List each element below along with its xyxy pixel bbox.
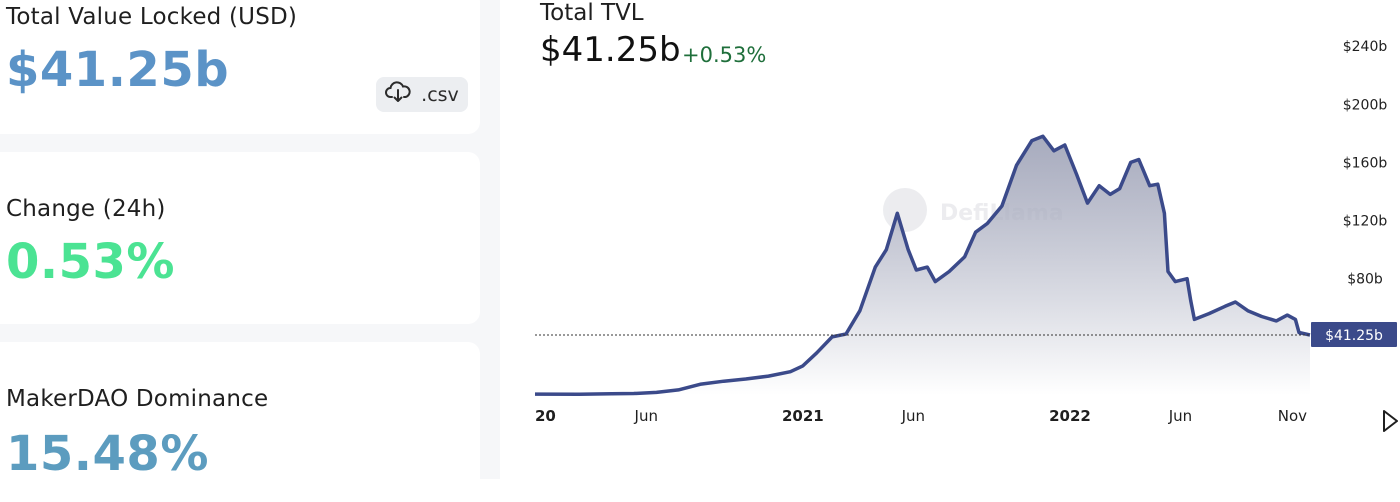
chart-title: Total TVL — [540, 0, 644, 26]
chart-tvl-change: +0.53% — [682, 43, 767, 67]
x-tick-label: Jun — [901, 407, 925, 425]
tvl-value: $41.25b — [6, 42, 230, 98]
tvl-label: Total Value Locked (USD) — [6, 4, 298, 30]
y-tick-label: $200b — [1343, 97, 1388, 113]
y-tick-label: $120b — [1343, 214, 1388, 230]
tvl-area — [535, 136, 1310, 396]
x-axis: 20 Jun 2021 Jun 2022 Jun Nov — [535, 407, 1307, 425]
download-csv-button[interactable]: .csv — [376, 77, 468, 112]
x-tick-label: 20 — [535, 407, 556, 425]
cloud-download-icon — [385, 79, 411, 110]
summary-panel: Total Value Locked (USD) $41.25b .csv Ch… — [0, 0, 500, 502]
x-tick-label: Jun — [634, 407, 658, 425]
x-tick-label: Jun — [1168, 407, 1192, 425]
current-value-label: $41.25b — [1325, 328, 1383, 344]
change-card: Change (24h) 0.53% — [0, 152, 480, 324]
chart-tvl-value: $41.25b — [540, 30, 681, 70]
tvl-chart[interactable]: DefiLlama $240b$200b$160b$120b$80b 20Jun… — [500, 0, 1400, 479]
x-tick-label: Nov — [1278, 407, 1307, 425]
change-value: 0.53% — [6, 234, 176, 290]
dominance-value: 15.48% — [6, 426, 209, 482]
x-tick-label: 2021 — [782, 407, 824, 425]
tvl-line — [534, 134, 1311, 397]
play-icon[interactable] — [1383, 410, 1398, 432]
y-tick-label: $160b — [1343, 155, 1388, 171]
y-tick-label: $80b — [1347, 272, 1383, 288]
x-tick-label: 2022 — [1049, 407, 1091, 425]
chart-panel: DefiLlama $240b$200b$160b$120b$80b 20Jun… — [500, 0, 1400, 479]
change-label: Change (24h) — [6, 196, 166, 222]
current-value-marker: $41.25b — [1311, 322, 1397, 348]
y-tick-label: $240b — [1343, 39, 1388, 55]
dominance-card: MakerDAO Dominance 15.48% — [0, 342, 480, 502]
csv-label: .csv — [421, 83, 459, 106]
y-axis: $240b $200b $160b $120b $80b — [1343, 39, 1388, 288]
tvl-card: Total Value Locked (USD) $41.25b .csv — [0, 0, 480, 134]
dominance-label: MakerDAO Dominance — [6, 386, 269, 412]
